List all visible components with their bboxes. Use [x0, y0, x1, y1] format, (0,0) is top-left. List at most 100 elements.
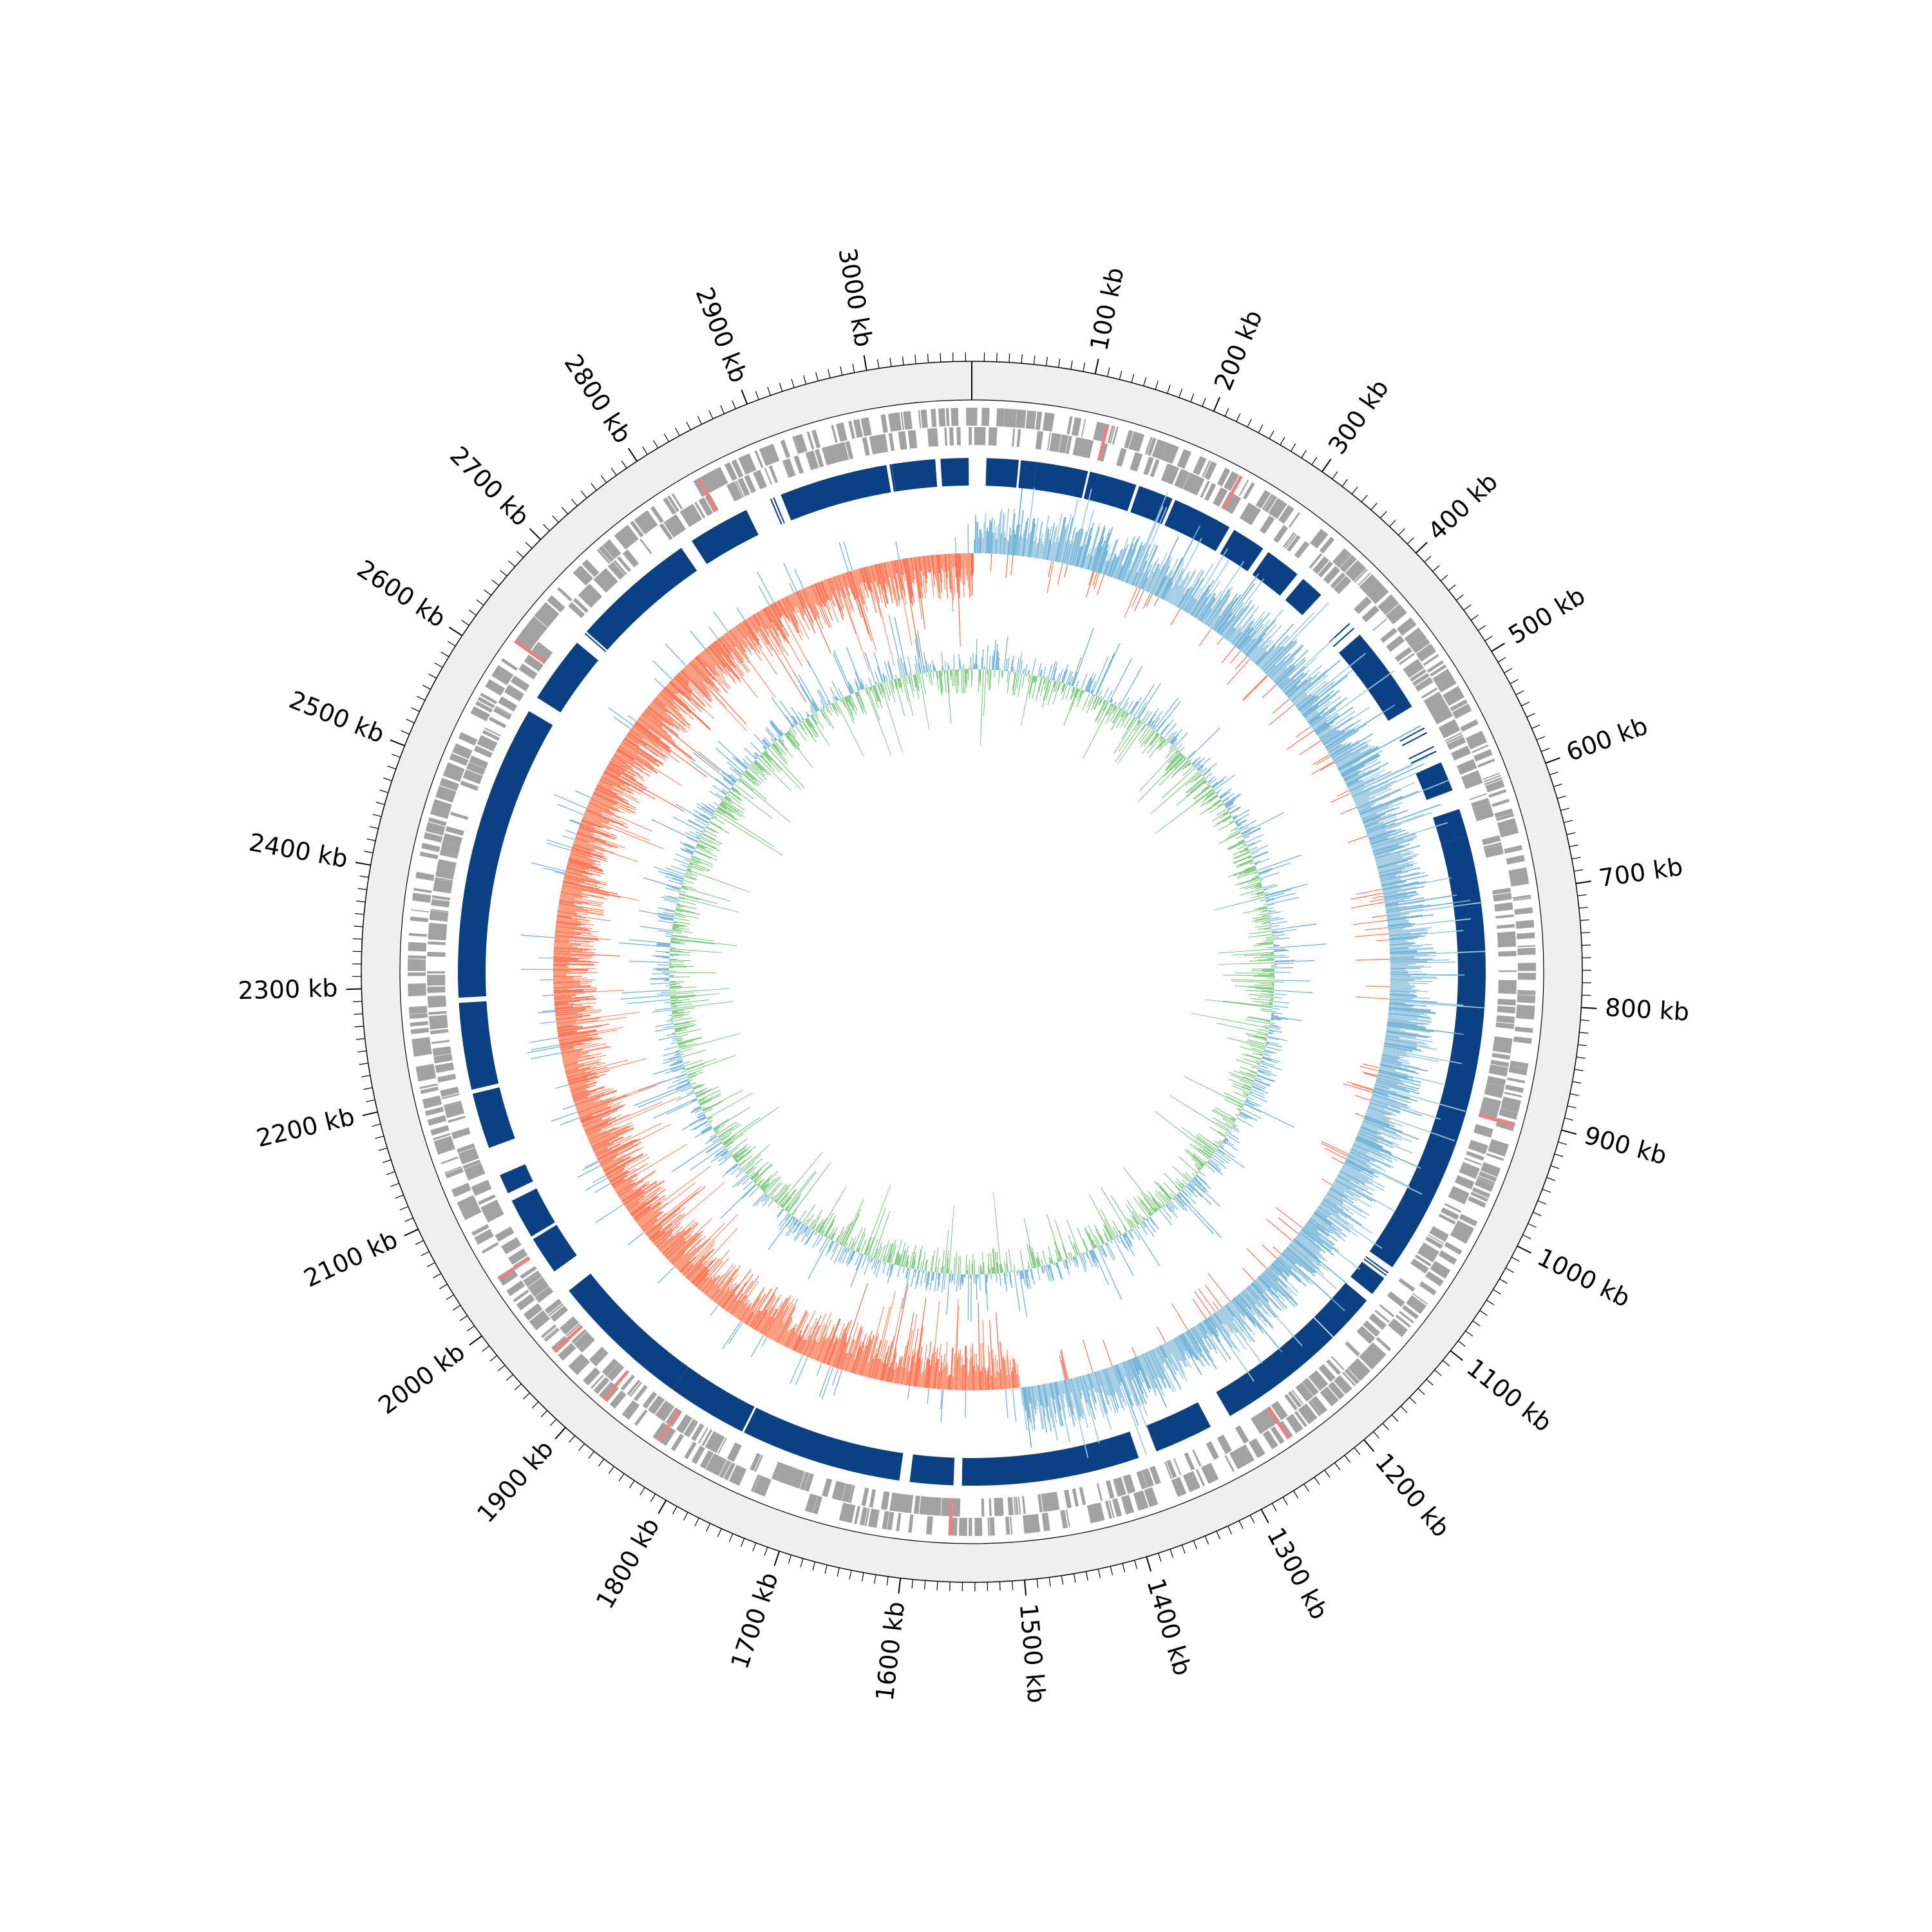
gene-mark: [505, 687, 523, 699]
gc-skew-spike: [1235, 656, 1247, 670]
gene-mark: [1108, 1500, 1115, 1519]
gene-mark: [958, 1517, 963, 1536]
gc-skew-bar: [1144, 572, 1154, 591]
gc-skew-bar: [1267, 653, 1291, 676]
gc-skew-bar: [1256, 645, 1276, 666]
feature-block: [459, 1001, 499, 1090]
gc-skew-bar: [1341, 1168, 1385, 1191]
minor-tick: [1058, 358, 1061, 368]
gene-mark: [1504, 1092, 1522, 1098]
gene-mark: [792, 436, 800, 455]
gc-skew-bar: [1347, 779, 1362, 788]
gc-skew-bar: [1326, 723, 1367, 750]
gc-skew-bar: [1244, 609, 1283, 655]
gene-mark: [925, 1516, 933, 1535]
gc-skew-bar: [553, 970, 588, 971]
gene-mark: [838, 1502, 846, 1521]
major-tick: [741, 389, 748, 404]
gene-mark: [676, 1414, 690, 1432]
gc-skew-bar: [1389, 996, 1415, 999]
gc-skew-bar: [1385, 904, 1423, 911]
gene-mark: [941, 1497, 949, 1517]
gc-skew-bar: [1388, 1010, 1428, 1016]
gene-mark: [1466, 1153, 1484, 1161]
gene-mark: [688, 504, 703, 522]
gene-mark: [919, 1496, 927, 1515]
gc-skew-bar: [1258, 635, 1289, 668]
tick-label: 1100 kb: [1461, 1353, 1557, 1437]
minor-tick: [484, 589, 492, 596]
gc-skew-bar: [1376, 855, 1417, 867]
gc-skew-bar: [1222, 605, 1247, 638]
gene-mark: [410, 916, 429, 922]
gc-skew-bar: [1387, 1023, 1426, 1029]
gene-mark: [1517, 990, 1536, 996]
gene-mark: [845, 440, 854, 460]
gc-skew-bar: [1338, 1173, 1368, 1191]
gc-skew-bar: [1343, 1164, 1373, 1180]
gc-skew-bar: [1365, 1113, 1395, 1125]
gene-mark: [648, 1395, 663, 1414]
gc-skew-bar: [1194, 596, 1208, 618]
gene-mark: [1480, 1166, 1499, 1177]
minor-tick: [353, 1001, 363, 1003]
minor-tick: [1391, 1414, 1399, 1422]
gc-skew-bar: [1309, 697, 1347, 725]
minor-tick: [1238, 1520, 1244, 1530]
gene-mark: [989, 1517, 995, 1536]
gene-mark: [659, 523, 673, 540]
gene-mark: [1359, 1352, 1376, 1370]
gene-mark: [1175, 1477, 1187, 1495]
minor-tick: [1224, 408, 1229, 417]
feature-thin-mark: [1332, 627, 1355, 647]
minor-tick: [1269, 430, 1274, 439]
gene-mark: [589, 1347, 605, 1363]
gene-mark: [1308, 1373, 1325, 1391]
gc-skew-bar: [1189, 600, 1198, 614]
gc-skew-bar: [1097, 533, 1110, 573]
gene-mark: [1451, 1227, 1471, 1242]
gc-skew-bar: [1226, 627, 1236, 640]
gene-mark: [1493, 895, 1512, 902]
gc-skew-bar: [1023, 539, 1027, 557]
gc-skew-bar: [967, 1375, 969, 1391]
gc-skew-bar: [1356, 1135, 1384, 1148]
minor-tick: [861, 1572, 864, 1582]
gc-skew-bar: [1151, 555, 1171, 594]
gc-skew-bar: [1357, 795, 1391, 810]
gc-skew-bar: [1242, 638, 1256, 654]
gc-skew-bar: [1383, 1045, 1412, 1052]
gene-mark: [423, 832, 443, 843]
minor-tick: [683, 1511, 688, 1520]
tick-label: 2400 kb: [247, 828, 350, 873]
feature-block: [891, 459, 938, 492]
gene-mark: [862, 1488, 869, 1506]
gc-skew-bar: [1252, 639, 1272, 661]
gc-skew-bar: [1048, 544, 1052, 561]
red-gene-mark: [697, 477, 718, 512]
gc-skew-bar: [996, 523, 999, 554]
gene-mark: [1484, 1090, 1503, 1099]
gene-mark: [1466, 1151, 1484, 1160]
minor-tick: [1417, 1388, 1425, 1395]
gc-skew-bar: [1276, 668, 1296, 686]
minor-tick: [1236, 413, 1241, 422]
gc-skew-bar: [1379, 1068, 1443, 1085]
gc-skew-bar: [1254, 650, 1267, 664]
gene-mark: [956, 427, 960, 446]
gc-skew-bar: [1374, 1088, 1417, 1102]
gene-mark: [704, 473, 716, 491]
gc-skew-bar: [1385, 894, 1457, 907]
gc-skew-bar: [1209, 609, 1222, 628]
gc-skew-bar: [1381, 879, 1401, 885]
gene-mark: [723, 1462, 736, 1481]
gc-skew-bar: [1283, 673, 1305, 693]
gene-mark: [724, 462, 738, 481]
gc-skew-bar: [1381, 884, 1397, 889]
gc-skew-bar: [1380, 1062, 1408, 1070]
gene-mark: [1492, 1052, 1510, 1060]
gene-mark: [1165, 465, 1175, 483]
gc-skew-bar: [1387, 1026, 1430, 1033]
gc-skew-bar: [553, 971, 571, 972]
gc-skew-spike: [1086, 571, 1095, 598]
